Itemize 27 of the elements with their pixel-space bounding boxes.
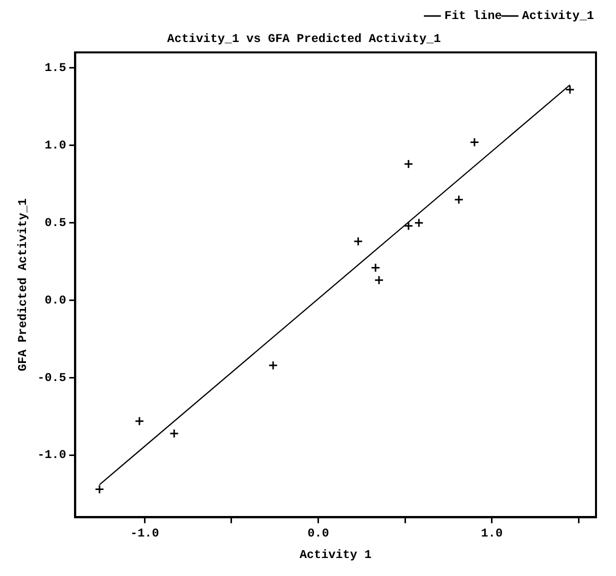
point <box>404 221 414 231</box>
x-tick-label: -1.0 <box>130 526 160 540</box>
legend-label: Activity_1 <box>522 9 594 24</box>
y-tick-label: -0.5 <box>37 370 66 385</box>
point <box>94 484 104 494</box>
point <box>134 416 144 426</box>
y-tick-label: 1.0 <box>44 138 66 152</box>
point <box>414 218 424 228</box>
x-tick-label: 1.0 <box>481 526 503 540</box>
point <box>374 275 384 285</box>
point <box>454 194 464 204</box>
point <box>370 263 380 273</box>
point <box>404 159 414 169</box>
chart-title: Activity_1 vs GFA Predicted Activity_1 <box>167 32 441 46</box>
point <box>565 84 575 94</box>
x-axis-title: Activity 1 <box>300 548 372 562</box>
point <box>169 428 179 438</box>
y-tick-label: 0.0 <box>44 293 66 308</box>
x-tick-label: 0.0 <box>307 526 330 540</box>
point <box>268 360 278 370</box>
point <box>470 138 480 148</box>
point <box>353 236 363 246</box>
y-tick-label: -1.0 <box>37 448 66 462</box>
legend-label: Fit line <box>444 9 502 24</box>
y-axis-title: GFA Predicted Activity_1 <box>16 198 30 372</box>
y-tick-label: 0.5 <box>44 216 66 230</box>
y-tick-label: 1.5 <box>44 60 66 75</box>
